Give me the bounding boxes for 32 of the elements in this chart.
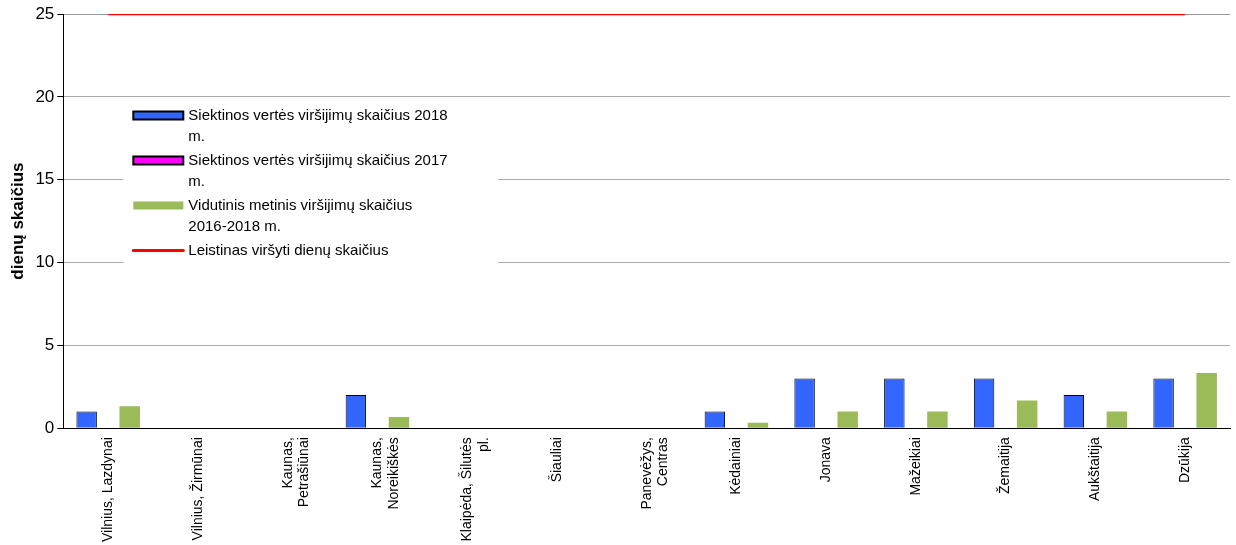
bar [1196,373,1217,428]
x-tick-label: Kaunas, Noreikiškės [368,437,402,510]
legend-label: Vidutinis metinis viršijimų skaičius 2016-2018 m. [188,195,413,234]
x-tick-label: Mažeikiai [906,437,923,496]
y-tick-label: 25 [35,3,55,23]
x-tick-label: Vilnius, Žirmūnai [188,437,205,541]
bar [1106,411,1128,428]
x-tick-label: Klaipėda, Šilutės pl. [458,437,491,542]
y-tick-label: 10 [35,252,55,272]
bar [837,411,858,428]
y-axis-title: dienų skaičius [7,162,27,280]
legend-label: Siektinos vertės viršijimų skaičius 2018 m. [188,105,448,144]
x-tick-label: Kėdainiai [727,437,744,495]
x-tick-label: Aukštaitija [1086,436,1103,501]
y-tick-label: 5 [44,335,55,355]
bar [1016,400,1038,428]
x-tick-label: Šiauliai [547,437,564,483]
bar [388,417,410,428]
bar [119,406,140,428]
legend-label: Leistinas viršyti dienų skaičius [188,240,389,258]
bar [927,411,948,428]
legend-label: Siektinos vertės viršijimų skaičius 2017 m. [188,150,448,189]
x-tick-label: Kaunas, Petrašiūnai [278,437,312,508]
x-tick-label: Dzūkija [1175,436,1192,484]
x-tick-label: Žemaitija [996,436,1013,494]
y-tick-label: 15 [35,169,55,189]
x-tick-label: Jonava [817,436,833,483]
x-tick-label: Vilnius, Lazdynai [99,437,116,542]
y-tick-label: 0 [44,417,55,437]
y-tick-label: 20 [35,86,55,106]
x-tick-label: Panevėžys, Centras [637,437,671,510]
bar [747,422,769,428]
